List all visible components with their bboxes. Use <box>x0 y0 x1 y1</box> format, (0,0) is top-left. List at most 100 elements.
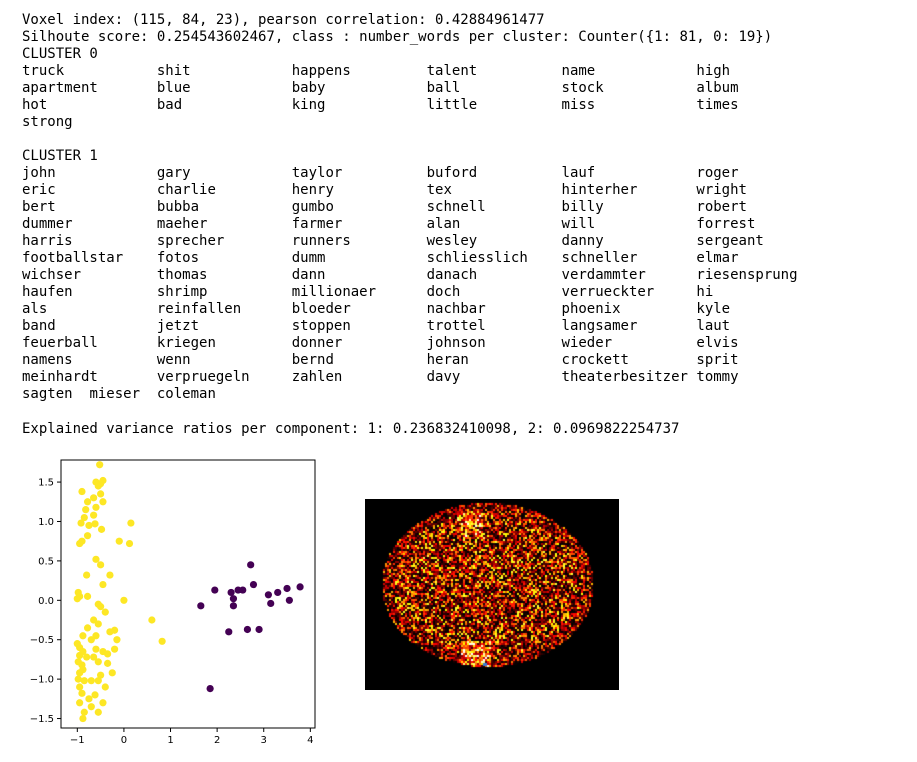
cluster-word: harris <box>22 233 73 249</box>
cluster-title: CLUSTER 0 <box>22 46 98 62</box>
cluster-word: verdammter <box>561 267 646 283</box>
word-row: apartment blue baby ball stock album <box>22 80 902 97</box>
word-row: meinhardt verpruegeln zahlen davy theaterbes… <box>22 369 902 386</box>
cluster-word: reinfallen <box>156 301 242 317</box>
voxel-info-line: Voxel index: (115, 84, 23), pearson corr… <box>22 12 545 28</box>
scatter-point-cluster-1 <box>108 669 116 677</box>
cluster-word: john <box>22 165 56 181</box>
cluster-word: theaterbesitzer <box>561 369 688 385</box>
cluster-word: kyle <box>696 301 731 317</box>
scatter-point-cluster-1 <box>87 677 95 685</box>
word-row: als reinfallen bloeder nachbar phoenix kyle <box>22 301 902 318</box>
cluster-word: gary <box>156 165 191 181</box>
cluster-word: mieser <box>89 386 141 402</box>
cluster-word: will <box>561 216 596 232</box>
cluster-word: roger <box>696 165 739 181</box>
cluster-word: bad <box>156 97 183 113</box>
scatter-point-cluster-0 <box>255 625 263 634</box>
word-row: dummer maeher farmer alan will forrest <box>22 216 902 233</box>
axis-ticks: −1 0 1 2 3 4 −1.5 −1.0 −0.5 0.0 0.5 1.0 1.5 <box>30 478 314 746</box>
y-tick-label: 1.0 <box>38 517 54 528</box>
cluster-word: charlie <box>156 182 216 198</box>
word-row: hot bad king little miss times <box>22 97 902 114</box>
y-tick-label: 0.5 <box>38 556 54 567</box>
scatter-point-cluster-1 <box>106 628 114 636</box>
cluster-word: truck <box>22 63 65 79</box>
word-row: eric charlie henry tex hinterher wright <box>22 182 902 199</box>
cluster-word: crockett <box>561 352 629 368</box>
scatter-point-cluster-1 <box>96 461 104 469</box>
scatter-point-cluster-1 <box>83 498 92 506</box>
scatter-point-cluster-1 <box>79 714 87 723</box>
scatter-point-cluster-0 <box>211 586 219 594</box>
voxel-brain-map <box>365 499 619 690</box>
scatter-point-cluster-1 <box>125 539 134 548</box>
cluster-word: king <box>291 97 326 113</box>
x-tick-label: 3 <box>261 735 267 746</box>
plot-frame <box>60 459 316 729</box>
scatter-point-cluster-1 <box>97 561 105 569</box>
cluster-word: thomas <box>156 267 208 283</box>
scatter-point-cluster-0 <box>197 602 205 610</box>
cluster-word: taylor <box>291 165 343 181</box>
scatter-point-cluster-1 <box>80 677 88 685</box>
scatter-point-cluster-1 <box>87 703 95 711</box>
cluster-word: talent <box>426 63 478 79</box>
word-row: feuerball kriegen donner johnson wieder elvis <box>22 335 902 352</box>
cluster-word: schneller <box>561 250 638 266</box>
scatter-point-cluster-1 <box>94 677 102 685</box>
scatter-point-cluster-1 <box>101 608 109 616</box>
cluster-word: band <box>22 318 56 334</box>
scatter-point-cluster-1 <box>83 571 91 579</box>
cluster-word: high <box>696 63 731 79</box>
scatter-point-cluster-0 <box>296 583 304 591</box>
scatter-point-cluster-1 <box>92 645 100 653</box>
cluster-word: davy <box>426 369 461 385</box>
y-tick-label: 0.0 <box>38 596 54 607</box>
cluster-word: millionaer <box>291 284 377 300</box>
cluster-word: farmer <box>291 216 343 232</box>
cluster-word: meinhardt <box>22 369 98 385</box>
scatter-point-cluster-0 <box>225 628 233 636</box>
cluster-word: tommy <box>696 369 739 385</box>
word-row: sagten mieser coleman <box>22 386 902 403</box>
cluster-word: henry <box>291 182 334 198</box>
scatter-point-cluster-1 <box>76 669 84 677</box>
x-tick-label: −1 <box>70 735 85 746</box>
cluster-word: strong <box>22 114 73 130</box>
cluster-word: kriegen <box>156 335 216 351</box>
scatter-points <box>73 461 304 723</box>
cluster-word: name <box>561 63 596 79</box>
cluster-word: nachbar <box>426 301 486 317</box>
cluster-word: bloeder <box>291 301 351 317</box>
cluster-word: apartment <box>22 80 98 96</box>
scatter-point-cluster-1 <box>92 555 100 563</box>
cluster-word: stoppen <box>291 318 351 334</box>
cluster-word: namens <box>22 352 73 368</box>
x-tick-label: 0 <box>121 735 127 746</box>
cluster-word: baby <box>291 80 326 96</box>
cluster-word: robert <box>696 199 747 215</box>
cluster-word: sergeant <box>696 233 764 249</box>
scatter-point-cluster-0 <box>249 580 258 589</box>
cluster-word: sprit <box>696 352 739 368</box>
scatter-point-cluster-1 <box>94 708 102 716</box>
cluster-word: times <box>696 97 739 113</box>
cluster-word: lauf <box>561 165 596 181</box>
cluster-word: elmar <box>696 250 739 266</box>
cluster-word: haufen <box>22 284 73 300</box>
cluster-word: miss <box>561 97 596 113</box>
cluster-word: footballstar <box>22 250 124 266</box>
cluster-word: verrueckter <box>561 284 655 300</box>
scatter-point-cluster-1 <box>79 632 87 640</box>
scatter-point-cluster-1 <box>97 671 105 679</box>
word-row: john gary taylor buford lauf roger <box>22 165 902 182</box>
cluster-word: verpruegeln <box>156 369 250 385</box>
scatter-point-cluster-1 <box>148 616 156 624</box>
cluster-word: shit <box>156 63 191 79</box>
cluster-word: ball <box>426 80 461 96</box>
cluster-word: little <box>426 97 478 113</box>
scatter-point-cluster-1 <box>85 695 93 703</box>
scatter-point-cluster-1 <box>83 592 92 600</box>
scatter-point-cluster-1 <box>99 498 107 506</box>
